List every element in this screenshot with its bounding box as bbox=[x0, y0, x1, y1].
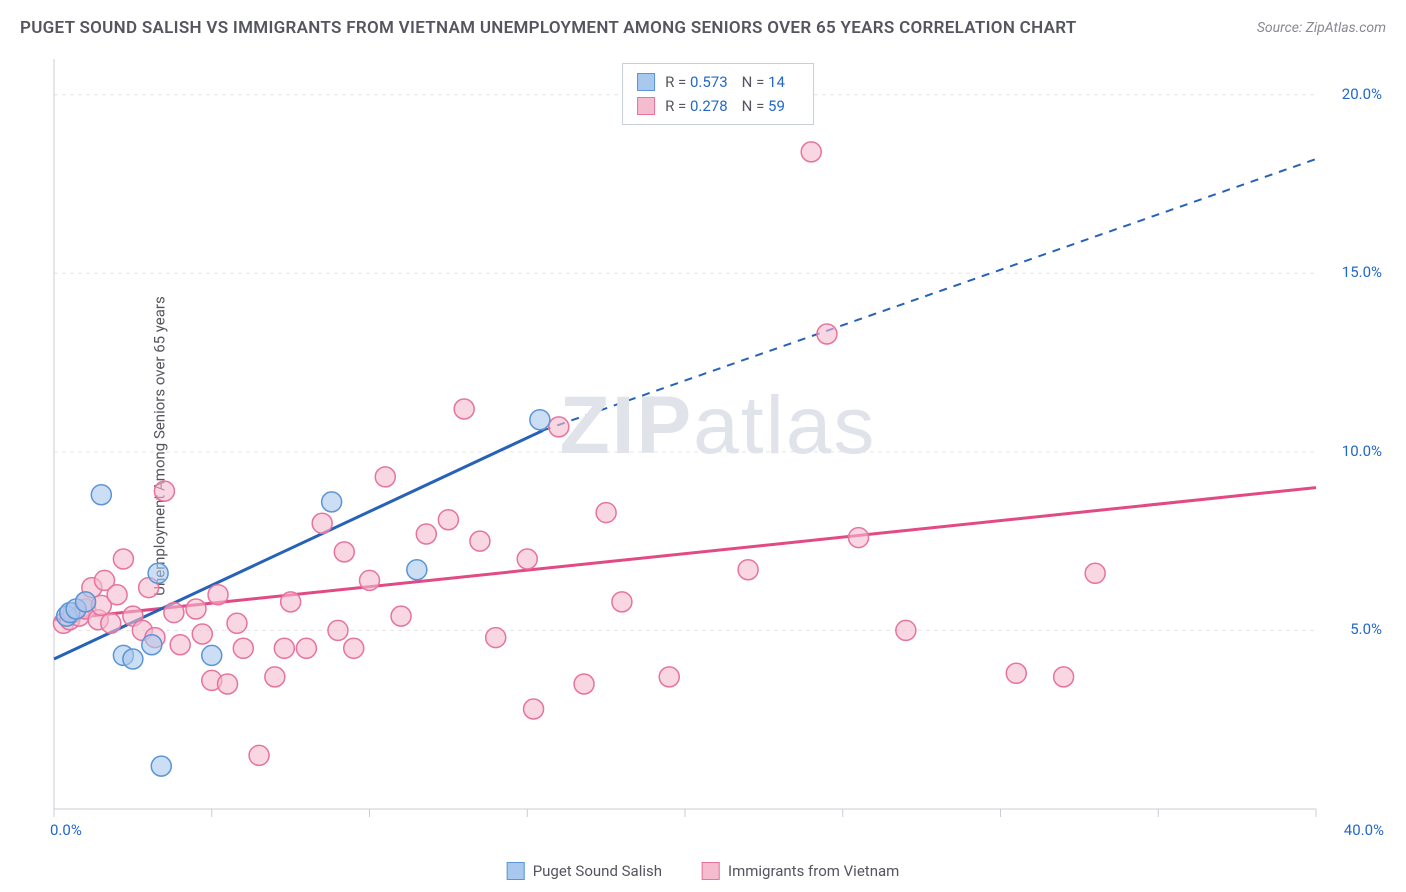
r-value-1: 0.573 bbox=[690, 73, 728, 91]
swatch-series-1 bbox=[637, 73, 655, 91]
x-tick-label: 0.0% bbox=[50, 821, 82, 839]
swatch-series-2 bbox=[702, 862, 720, 880]
legend-row: R = 0.278N = 59 bbox=[637, 94, 799, 118]
chart-title: PUGET SOUND SALISH VS IMMIGRANTS FROM VI… bbox=[20, 18, 1077, 38]
legend-label: Puget Sound Salish bbox=[533, 862, 662, 880]
x-tick-label: 40.0% bbox=[1344, 821, 1384, 839]
y-tick-label: 20.0% bbox=[1342, 85, 1382, 103]
series-legend: Puget Sound Salish Immigrants from Vietn… bbox=[507, 862, 900, 880]
legend-item: Puget Sound Salish bbox=[507, 862, 662, 880]
y-tick-label: 10.0% bbox=[1342, 442, 1382, 460]
scatter-chart bbox=[50, 55, 1386, 827]
swatch-series-2 bbox=[637, 97, 655, 115]
plot-area: ZIPatlas R = 0.573N = 14 R = 0.278N = 59… bbox=[50, 55, 1386, 827]
n-value-2: 59 bbox=[768, 97, 785, 115]
legend-label: Immigrants from Vietnam bbox=[728, 862, 899, 880]
r-value-2: 0.278 bbox=[690, 97, 728, 115]
swatch-series-1 bbox=[507, 862, 525, 880]
correlation-legend: R = 0.573N = 14 R = 0.278N = 59 bbox=[622, 63, 814, 125]
legend-row: R = 0.573N = 14 bbox=[637, 70, 799, 94]
n-value-1: 14 bbox=[768, 73, 785, 91]
header: PUGET SOUND SALISH VS IMMIGRANTS FROM VI… bbox=[20, 18, 1386, 38]
legend-item: Immigrants from Vietnam bbox=[702, 862, 899, 880]
source-attribution: Source: ZipAtlas.com bbox=[1257, 20, 1386, 36]
y-tick-label: 15.0% bbox=[1342, 263, 1382, 281]
y-tick-label: 5.0% bbox=[1350, 620, 1382, 638]
